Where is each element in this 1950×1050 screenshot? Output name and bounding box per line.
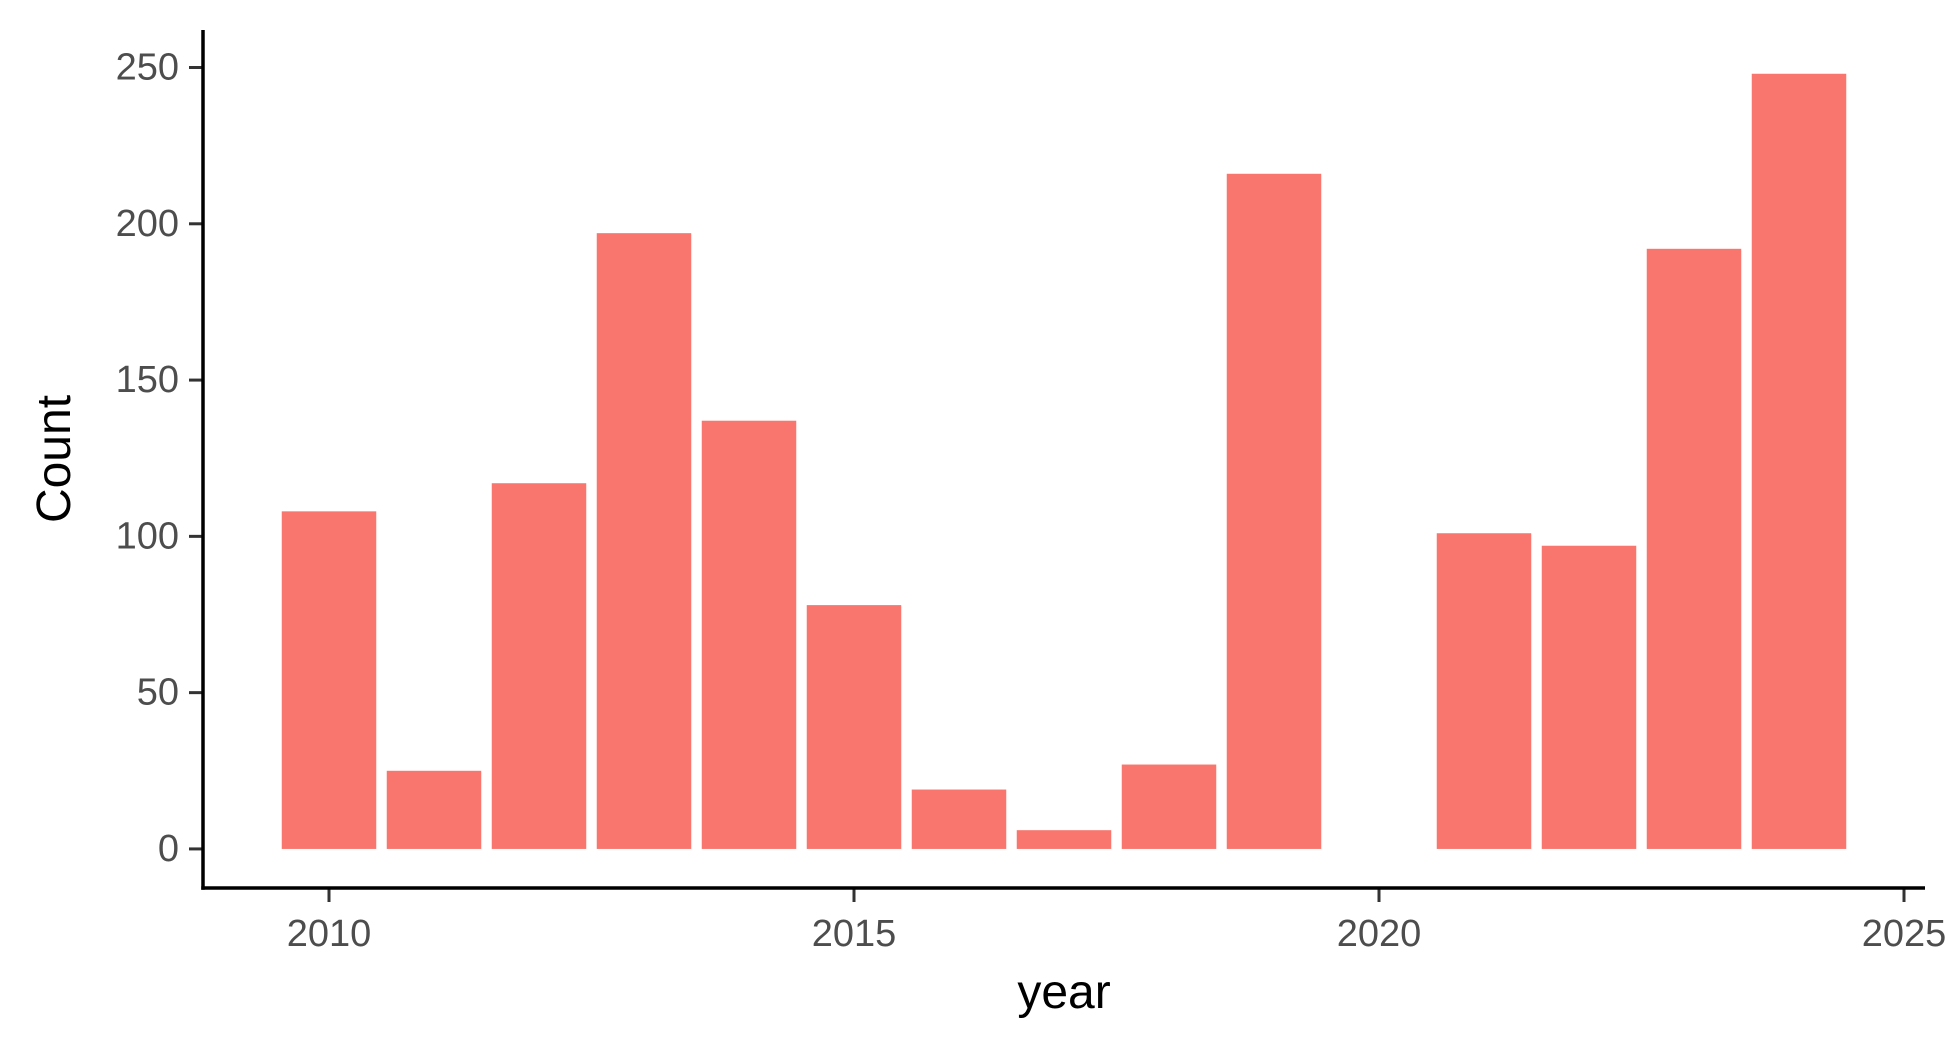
y-tick-label-150: 150 [116, 359, 179, 401]
bar-2024 [1751, 73, 1847, 849]
y-tick-label-100: 100 [116, 515, 179, 557]
bar-2017 [1016, 830, 1112, 849]
bars-group [281, 73, 1847, 849]
y-axis-title: Count [28, 395, 81, 523]
bar-2023 [1646, 248, 1742, 849]
x-tick-label-2025: 2025 [1862, 913, 1947, 955]
x-tick-label-2020: 2020 [1337, 913, 1422, 955]
x-ticks-group: 2010 2015 2020 2025 [287, 888, 1947, 955]
y-ticks-group: 0 50 100 150 200 250 [116, 47, 203, 870]
y-tick-label-0: 0 [158, 828, 179, 870]
bar-2021 [1436, 533, 1532, 849]
bar-2013 [596, 233, 692, 849]
bar-2022 [1541, 545, 1637, 849]
bar-2015 [806, 605, 902, 849]
bar-2010 [281, 511, 377, 849]
bar-2014 [701, 420, 797, 849]
bar-2018 [1121, 764, 1217, 849]
x-tick-label-2015: 2015 [812, 913, 897, 955]
bar-2011 [386, 770, 482, 849]
x-axis-title: year [1017, 966, 1110, 1019]
bar-2019 [1226, 173, 1322, 849]
y-tick-label-250: 250 [116, 47, 179, 89]
x-tick-label-2010: 2010 [287, 913, 372, 955]
bar-2012 [491, 483, 587, 849]
bar-2016 [911, 789, 1007, 849]
y-tick-label-200: 200 [116, 203, 179, 245]
y-tick-label-50: 50 [137, 672, 179, 714]
